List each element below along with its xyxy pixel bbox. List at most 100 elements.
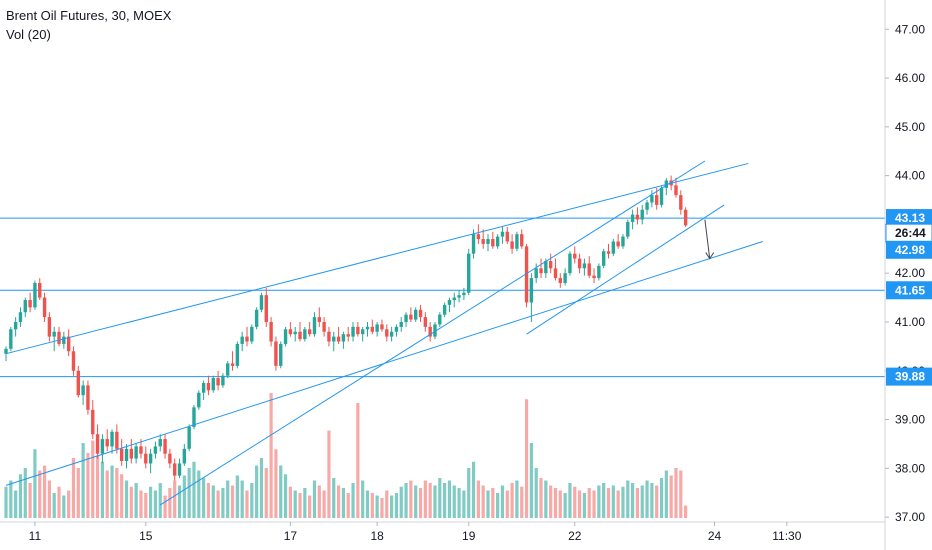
candle-body [515, 234, 519, 249]
candle-body [495, 236, 500, 247]
candle-body [356, 326, 360, 335]
candle-body [76, 370, 80, 396]
candle-body [548, 261, 553, 269]
volume-bar [95, 455, 100, 518]
candle-body [597, 265, 601, 279]
arrow-head [705, 252, 715, 260]
candle-body [307, 329, 312, 335]
volume-bar [250, 483, 254, 518]
horizontal-levels [0, 217, 885, 378]
volume-bar [168, 488, 172, 518]
candle-body [442, 304, 447, 315]
volume-bar [110, 465, 114, 518]
volume-bar [409, 480, 413, 518]
candle-body [245, 336, 249, 342]
candle-body [587, 263, 591, 276]
candle-body [529, 278, 534, 303]
candle-body [298, 331, 302, 340]
volume-bar [211, 485, 215, 518]
candle-body [524, 246, 529, 303]
volume-bar [129, 486, 133, 518]
candle-body [626, 221, 630, 237]
price-tick-label: 46.00 [895, 71, 925, 85]
candle-body [288, 329, 293, 335]
candle-body [18, 312, 23, 322]
volume-bar [197, 470, 201, 518]
candle-body [438, 314, 442, 325]
candle-body [240, 336, 244, 344]
candle-body [500, 231, 505, 237]
volume-bar [481, 485, 485, 518]
price-axis[interactable]: 37.0038.0039.0040.0041.0042.0043.0044.00… [884, 0, 925, 550]
chart-legend: Brent Oil Futures, 30, MOEX Vol (20) [6, 6, 171, 44]
candle-body [264, 295, 268, 322]
volume-bar [14, 490, 18, 518]
legend-title: Brent Oil Futures, 30, MOEX [6, 8, 172, 23]
candle-body [616, 241, 620, 247]
candle-body [283, 329, 288, 344]
volume-bar [606, 488, 611, 518]
candle-body [327, 331, 331, 342]
candle-body [86, 385, 90, 410]
candle-body [409, 314, 413, 320]
volume-bar [298, 493, 302, 518]
volume-bar [505, 490, 509, 518]
volume-bar [62, 495, 66, 518]
candle-body [558, 278, 562, 283]
volume-bar [115, 468, 119, 518]
candle-body [351, 326, 355, 337]
candle-body [119, 448, 124, 462]
volume-bar [452, 485, 456, 518]
candle-body [375, 324, 379, 332]
candle-body [110, 431, 114, 447]
volume-bar [144, 493, 148, 518]
candle-body [13, 321, 18, 330]
volume-bar [33, 449, 37, 518]
volume-bar [539, 478, 543, 518]
volume-bar [279, 465, 283, 518]
volume-bar [255, 465, 259, 518]
candle-body [177, 463, 182, 476]
price-tick-label: 42.00 [895, 266, 925, 280]
volume-bar [187, 468, 191, 518]
volume-bar [226, 480, 230, 518]
volume-bar [57, 486, 61, 518]
candle-body [510, 241, 514, 249]
price-tag-bg [886, 240, 932, 259]
volume-bars [4, 393, 688, 518]
candle-body [336, 336, 341, 342]
price-tag-label: 26:44 [895, 226, 926, 240]
volume-bar [529, 443, 533, 518]
volume-bar [385, 490, 389, 518]
time-tick-label: 11 [29, 529, 42, 543]
arrow-shaft [704, 219, 711, 259]
candle-body [467, 253, 471, 293]
volume-bar [182, 475, 186, 518]
candle-body [91, 409, 95, 435]
volume-bar [303, 488, 307, 518]
candle-body [640, 209, 644, 220]
volume-bar [38, 470, 42, 518]
trend-line [5, 162, 749, 355]
trend-drawings[interactable] [5, 160, 763, 506]
price-tick-label: 41.00 [895, 315, 925, 329]
volume-bar [573, 486, 577, 518]
candle-body [274, 341, 278, 366]
candle-body [341, 334, 346, 342]
time-tick-label: 18 [370, 529, 384, 543]
candle-body [655, 195, 659, 205]
volume-bar [269, 393, 273, 518]
volume-bar [375, 495, 379, 518]
volume-bar [288, 486, 292, 518]
candle-body [346, 334, 350, 337]
candle-body [9, 329, 13, 349]
candle-body [211, 378, 215, 391]
candle-body [553, 268, 558, 279]
time-axis[interactable]: 11 15 17 18 19 22 24 11:30 [0, 521, 885, 543]
volume-bar [23, 468, 27, 518]
candles [4, 175, 688, 481]
volume-bar [221, 488, 225, 518]
candle-body [144, 453, 148, 464]
volume-bar [635, 488, 640, 518]
